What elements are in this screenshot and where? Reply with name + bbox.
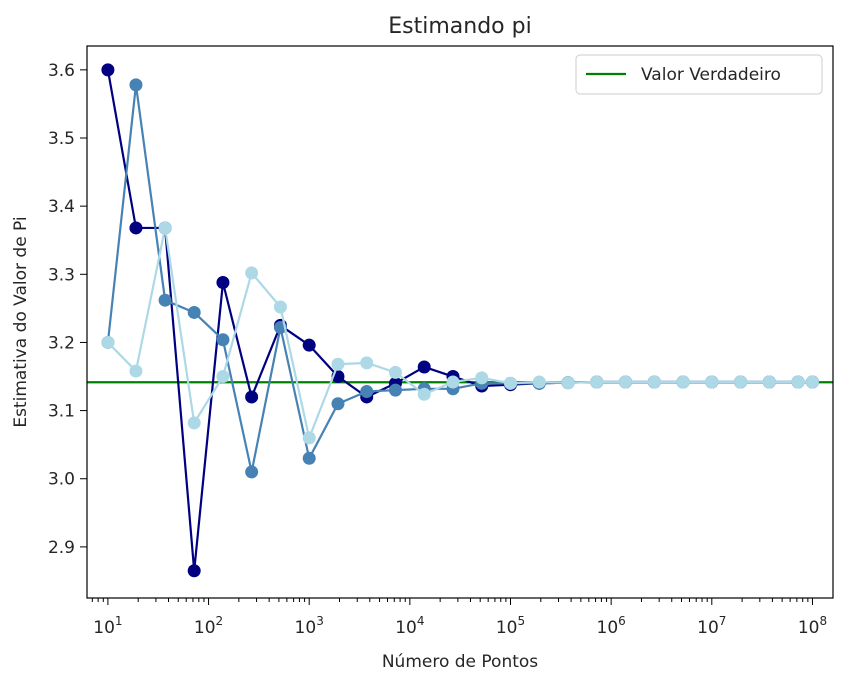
axes-frame <box>86 45 834 599</box>
series-3-point <box>129 364 143 378</box>
series-3-point <box>331 357 345 371</box>
x-axis: 101 102 103 104 105 106 107 108 <box>91 598 827 638</box>
series-3-point <box>302 431 316 445</box>
series-3-point <box>158 221 172 235</box>
y-tick-label: 3.3 <box>48 265 75 285</box>
series-2-point <box>187 305 201 319</box>
series-3-point <box>504 376 518 390</box>
series-3-point <box>187 416 201 430</box>
x-tick-label: 102 <box>194 614 223 638</box>
series-3-point <box>619 375 633 389</box>
y-tick-label: 3.0 <box>48 470 75 490</box>
series-3 <box>101 221 819 445</box>
series-3-point <box>734 375 748 389</box>
y-tick-label: 2.9 <box>48 538 75 558</box>
plot-area <box>87 63 833 578</box>
series-1-point <box>245 390 259 404</box>
series-2-point <box>302 451 316 465</box>
legend-box <box>575 54 823 95</box>
series-3-point <box>388 365 402 379</box>
series-1-point <box>302 338 316 352</box>
series-3-point <box>273 300 287 314</box>
series-3-point <box>532 375 546 389</box>
x-tick-label: 104 <box>395 614 424 638</box>
series-3-point <box>446 375 460 389</box>
series-3-point <box>791 375 805 389</box>
series-2-point <box>158 293 172 307</box>
x-tick-label: 101 <box>93 614 122 638</box>
chart-title: Estimando pi <box>388 14 531 39</box>
x-tick-label: 108 <box>798 614 827 638</box>
series-3-point <box>216 370 230 384</box>
series-1-point <box>129 221 143 235</box>
series-1-point <box>101 63 115 77</box>
x-tick-label: 107 <box>697 614 726 638</box>
series-3-point <box>561 376 575 390</box>
series-2-point <box>331 397 345 411</box>
series-3-point <box>705 375 719 389</box>
series-3-point <box>805 375 819 389</box>
legend-label-valor-verdadeiro: Valor Verdadeiro <box>641 65 781 85</box>
series-3-point <box>475 371 489 385</box>
x-axis-title: Número de Pontos <box>382 652 538 672</box>
series-3-point <box>101 335 115 349</box>
series-3-point <box>245 266 259 280</box>
x-tick-label: 103 <box>295 614 324 638</box>
series-3-point <box>417 387 431 401</box>
y-axis-title: Estimativa do Valor de Pi <box>11 216 31 427</box>
series-3-point <box>647 375 661 389</box>
y-tick-label: 3.2 <box>48 333 75 353</box>
series-1-point <box>216 275 230 289</box>
x-tick-label: 105 <box>496 614 525 638</box>
x-tick-label: 106 <box>597 614 626 638</box>
series-2-point <box>129 78 143 92</box>
series-1-point <box>187 564 201 578</box>
y-tick-label: 3.6 <box>48 61 75 81</box>
series-1-point <box>417 360 431 374</box>
y-tick-label: 3.5 <box>48 129 75 149</box>
series-2-point <box>360 385 374 399</box>
y-tick-label: 3.1 <box>48 402 75 422</box>
series-3-point <box>360 356 374 370</box>
y-tick-label: 3.4 <box>48 197 75 217</box>
y-axis: 2.9 3.0 3.1 3.2 3.3 3.4 3.5 3.6 <box>48 61 87 558</box>
series-2-point <box>216 333 230 347</box>
series-2-point <box>245 465 259 479</box>
series-3-point <box>676 375 690 389</box>
legend: Valor Verdadeiro <box>575 54 823 95</box>
series-2-point <box>388 383 402 397</box>
series-3-point <box>762 375 776 389</box>
series-3-point <box>590 375 604 389</box>
